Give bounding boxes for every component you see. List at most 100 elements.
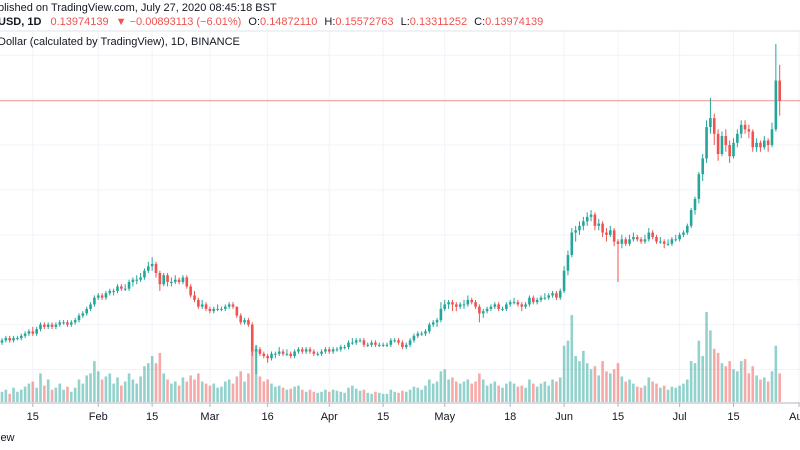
volume-bar (185, 381, 189, 402)
candle-body (39, 324, 42, 330)
candle-body (297, 349, 300, 352)
candle-body (689, 210, 693, 226)
volume-bar (100, 379, 104, 402)
volume-bar (716, 352, 720, 402)
candle-body (759, 142, 762, 148)
volume-pane (0, 312, 781, 402)
volume-bar (528, 379, 531, 402)
candle-body (274, 353, 277, 355)
time-axis: 15 Feb 15 Mar 16 Apr 15 May 18 Jun 15 Jul 15 Aug (27, 403, 800, 423)
candle-body (451, 302, 454, 305)
volume-bar (212, 383, 216, 402)
volume-bar (759, 379, 762, 402)
candle-body (670, 239, 674, 244)
volume-bar (23, 386, 27, 402)
candle-body (96, 295, 100, 298)
candle-body (16, 338, 19, 340)
volume-bar (666, 389, 670, 402)
candle-body (324, 349, 327, 352)
candle-body (528, 297, 531, 305)
volume-bar (601, 361, 604, 402)
candle-body (27, 331, 31, 334)
volume-bar (670, 386, 674, 402)
volume-bar (620, 376, 624, 402)
change: ▼ −0.00893113 (−6.01%) (116, 16, 242, 28)
candle-body (755, 142, 758, 148)
volume-bar (697, 340, 701, 402)
candle-body (81, 313, 85, 316)
close-value: 0.13974139 (485, 16, 543, 28)
volume-bar (139, 376, 142, 402)
price-pane (0, 44, 781, 374)
volume-bar (204, 383, 208, 402)
low-label: L: (401, 16, 410, 28)
volume-bar (535, 386, 539, 402)
candle-body (585, 216, 589, 222)
volume-bar (73, 387, 77, 402)
candle-body (162, 275, 165, 285)
volume-bar (96, 371, 100, 402)
candle-body (281, 351, 285, 354)
candle-body (420, 333, 423, 335)
candle-body (173, 279, 177, 282)
volume-bar (582, 350, 585, 402)
volume-bar (435, 381, 439, 402)
candle-body (0, 340, 4, 343)
high-value: 0.15572763 (335, 16, 393, 28)
volume-bar (374, 391, 377, 402)
candle-body (555, 293, 558, 298)
volume-bar (270, 383, 273, 402)
candle-body (474, 302, 477, 307)
x-tick-label: Jun (555, 411, 573, 423)
volume-bar (493, 381, 497, 402)
candle-body (763, 140, 766, 148)
volume-bar (46, 379, 50, 402)
x-tick-label: 16 (262, 411, 274, 423)
volume-bar (143, 366, 146, 402)
candle-body (412, 335, 416, 341)
candle-body (54, 324, 58, 327)
volume-bar (304, 391, 308, 402)
volume-bar (58, 383, 62, 402)
candle-body (258, 349, 262, 354)
volume-bar (747, 373, 751, 402)
candle-body (747, 129, 751, 132)
candle-body (443, 304, 447, 309)
volume-bar (220, 386, 223, 402)
candle-body (120, 286, 123, 289)
volume-bar (609, 373, 612, 402)
volume-bar (451, 377, 454, 402)
volume-bar (539, 383, 543, 402)
volume-bar (362, 389, 366, 402)
candle-body (716, 133, 720, 154)
candle-body (378, 344, 381, 346)
x-tick-label: Aug (789, 411, 800, 423)
candle-body (374, 342, 377, 345)
candle-body (227, 304, 231, 307)
candle-body (632, 237, 635, 240)
volume-bar (327, 391, 331, 402)
volume-bar (200, 381, 204, 402)
volume-bar (404, 391, 408, 402)
x-tick-label: 15 (27, 411, 39, 423)
volume-bar (243, 381, 246, 402)
x-tick-label: Jul (673, 411, 687, 423)
candle-body (520, 304, 524, 307)
x-tick-label: Mar (200, 411, 219, 423)
candle-body (578, 225, 581, 231)
candle-body (77, 315, 81, 321)
volume-bar (689, 361, 693, 402)
candle-body (301, 349, 304, 352)
candle-body (651, 232, 654, 238)
symbol: USD, 1D (0, 16, 41, 28)
candle-body (93, 297, 96, 305)
volume-bar (778, 373, 781, 402)
volume-bar (85, 375, 88, 402)
volume-bar (193, 379, 196, 402)
candle-body (501, 308, 504, 310)
candle-body (193, 295, 196, 300)
candle-body (624, 239, 627, 244)
volume-bar (393, 391, 396, 402)
